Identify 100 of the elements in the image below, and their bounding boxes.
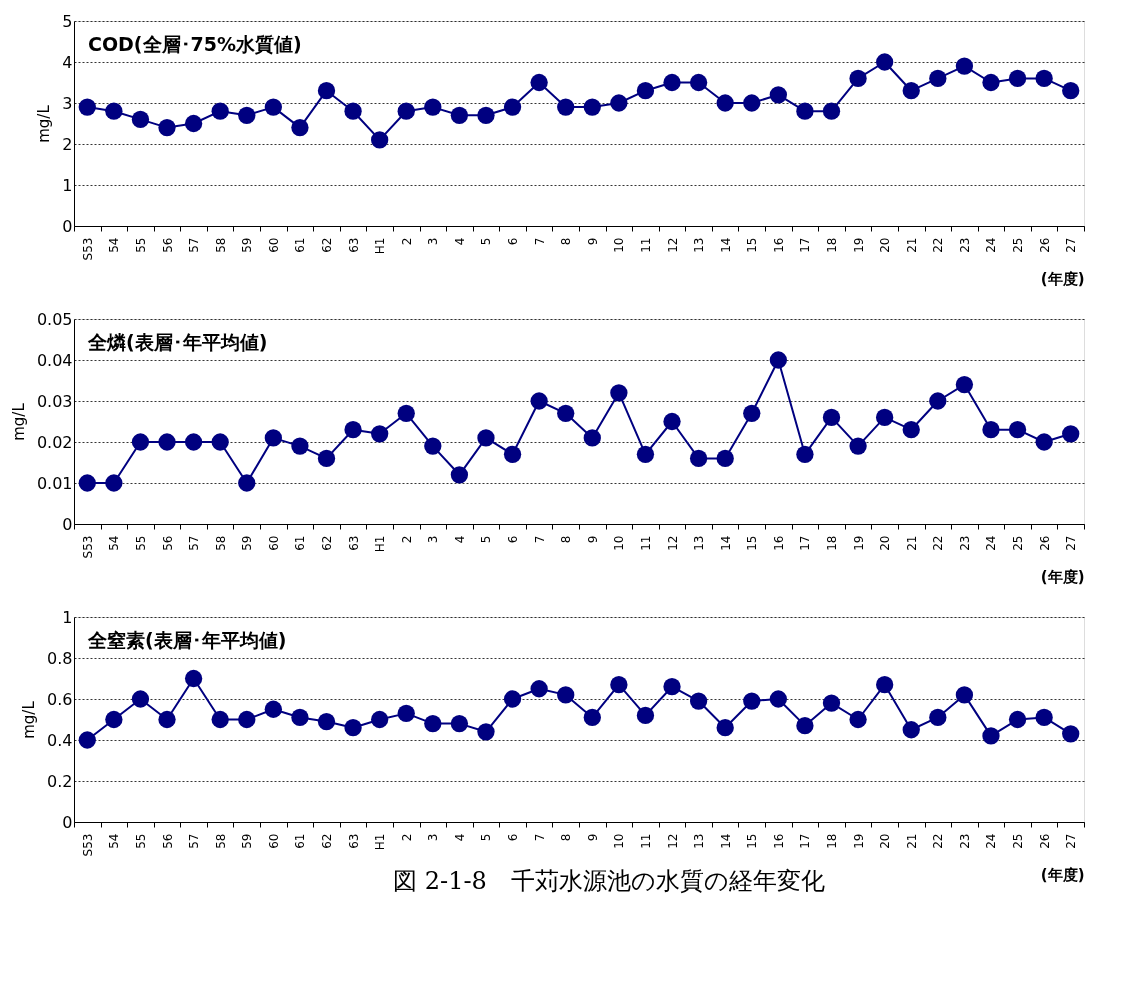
x-tick-label: 13 xyxy=(692,237,707,253)
x-tick-label: 11 xyxy=(638,535,653,551)
point xyxy=(184,669,203,688)
x-tick-label: 6 xyxy=(506,237,521,246)
x-tick-label: 18 xyxy=(825,535,839,551)
x-tick-label: 58 xyxy=(213,833,228,849)
x-tick-label: 21 xyxy=(904,535,919,551)
x-tick-label: 3 xyxy=(426,535,441,544)
point xyxy=(902,82,920,100)
y-tick-label: 0 xyxy=(62,216,73,236)
x-tick-label: 55 xyxy=(133,833,148,849)
x-tick-label: 5 xyxy=(479,833,494,842)
x-tick-label: 13 xyxy=(692,535,707,551)
x-tick-label: 23 xyxy=(957,237,972,253)
x-tick-label: 60 xyxy=(266,535,281,551)
x-tick-label: 27 xyxy=(1064,237,1079,253)
point xyxy=(158,710,176,729)
point xyxy=(769,690,787,708)
x-tick-label: 22 xyxy=(931,833,946,849)
point xyxy=(902,421,920,439)
x-axis-title: (年度) xyxy=(1040,568,1085,587)
point xyxy=(317,449,336,468)
y-tick-label: 0.01 xyxy=(36,473,73,493)
x-tick-label: 63 xyxy=(346,833,361,849)
x-tick-label: 3 xyxy=(426,237,441,246)
x-tick-label: 19 xyxy=(851,833,866,849)
point xyxy=(849,437,867,455)
x-tick-label: 13 xyxy=(692,833,707,849)
x-tick-label: 12 xyxy=(665,535,680,551)
point xyxy=(317,82,336,100)
point xyxy=(477,723,495,741)
point xyxy=(184,433,203,451)
point xyxy=(822,102,841,120)
x-tick-label: 25 xyxy=(1011,237,1026,253)
x-tick-label: 10 xyxy=(612,535,627,551)
x-tick-label: 14 xyxy=(718,535,733,551)
point xyxy=(78,731,96,749)
point xyxy=(689,692,708,710)
x-tick-label: 20 xyxy=(878,237,893,253)
text: COD(全層･75%水質値) xyxy=(88,33,302,55)
point xyxy=(424,714,442,733)
point xyxy=(158,433,176,451)
x-tick-label: 19 xyxy=(851,237,866,253)
point xyxy=(716,449,734,468)
x-tick-label: 15 xyxy=(745,237,760,253)
x-tick-label: 59 xyxy=(240,833,255,849)
x-tick-label: 54 xyxy=(107,237,122,253)
point xyxy=(424,98,442,116)
point xyxy=(158,118,176,137)
y-tick-label: 0.04 xyxy=(36,350,73,370)
x-tick-label: 26 xyxy=(1037,833,1052,849)
point xyxy=(211,102,229,120)
x-tick-label: 61 xyxy=(293,237,308,253)
point xyxy=(344,719,362,737)
x-tick-label: 6 xyxy=(506,833,521,842)
text: 全燐(表層･年平均値) xyxy=(87,331,268,353)
x-tick-label: 12 xyxy=(665,833,680,849)
point xyxy=(743,692,761,710)
y-tick-label: 0.4 xyxy=(47,730,73,750)
x-tick-label: 24 xyxy=(984,535,999,551)
point xyxy=(238,106,256,124)
point xyxy=(557,404,575,422)
point xyxy=(876,676,894,694)
point xyxy=(557,686,575,704)
point xyxy=(211,433,229,451)
x-tick-label: 22 xyxy=(931,535,946,551)
point xyxy=(769,351,787,369)
x-tick-label: 25 xyxy=(1011,833,1026,849)
x-tick-label: 2 xyxy=(399,833,414,842)
point xyxy=(1035,433,1053,451)
x-tick-label: 57 xyxy=(187,237,202,253)
x-axis-title: (年度) xyxy=(1040,866,1085,885)
x-tick-label: 16 xyxy=(771,535,786,551)
point xyxy=(583,708,601,727)
point xyxy=(610,676,628,694)
x-tick-label: S53 xyxy=(80,833,95,857)
x-tick-label: 17 xyxy=(798,535,813,551)
x-tick-label: 7 xyxy=(532,535,547,544)
point xyxy=(450,466,469,484)
y-tick-label: 3 xyxy=(62,93,73,113)
point xyxy=(1062,82,1080,100)
point xyxy=(450,106,469,124)
point xyxy=(955,686,974,704)
point xyxy=(716,719,734,737)
x-tick-label: 62 xyxy=(320,535,334,551)
point xyxy=(105,474,123,492)
x-tick-label: 15 xyxy=(745,833,760,849)
text: 全窒素(表層･年平均値) xyxy=(87,629,287,651)
x-tick-label: 18 xyxy=(825,237,839,253)
point xyxy=(610,94,628,112)
point xyxy=(557,98,575,116)
x-tick-label: 25 xyxy=(1011,535,1026,551)
y-tick-label: 2 xyxy=(62,134,73,154)
point xyxy=(955,57,974,75)
point xyxy=(1062,725,1080,743)
x-tick-label: 4 xyxy=(452,833,467,842)
point xyxy=(211,710,229,729)
point xyxy=(663,73,681,92)
point xyxy=(344,102,362,120)
y-tick-label: 0.05 xyxy=(36,309,73,329)
